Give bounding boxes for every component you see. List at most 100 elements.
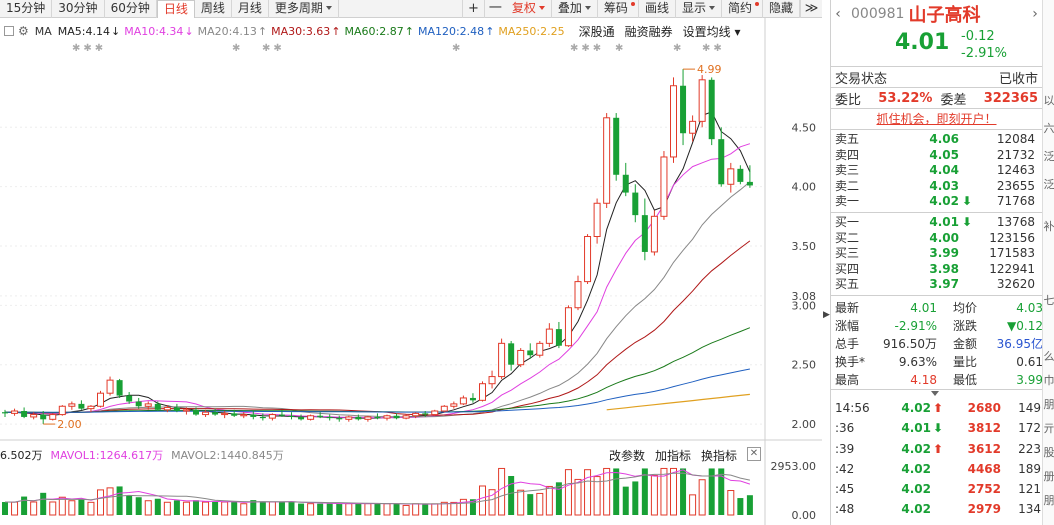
tick-row: :48 4.02 2979 134	[831, 499, 1042, 519]
volume-bar	[650, 475, 658, 516]
candle-body	[498, 342, 506, 378]
event-marker[interactable]: ✱✱	[262, 43, 285, 54]
event-marker[interactable]: ✱	[615, 43, 627, 54]
volume-bar	[78, 498, 85, 515]
event-marker[interactable]: ✱	[232, 43, 244, 54]
volume-bar	[182, 501, 190, 516]
mavol1-label: MAVOL1:1264.617万	[50, 449, 164, 462]
tick-row: :45 4.02 2752 121	[831, 479, 1042, 499]
close-icon[interactable]: ✕	[747, 446, 761, 461]
simple-mode-button[interactable]: 简约	[722, 0, 763, 18]
candle-body	[670, 85, 677, 158]
period-60min[interactable]: 60分钟	[105, 0, 157, 18]
volume-bar	[479, 485, 486, 516]
candle-body	[106, 379, 114, 394]
prev-stock-icon[interactable]: ‹	[835, 6, 841, 22]
bid-row[interactable]: 买一 4.01 ⬇ 13768	[831, 215, 1042, 231]
ask-row[interactable]: 卖四 4.05 21732	[831, 148, 1042, 164]
hide-button[interactable]: 隐藏	[763, 0, 800, 18]
ob-qty: 171583	[989, 246, 1035, 261]
period-15min[interactable]: 15分钟	[0, 0, 53, 18]
candle-body	[288, 415, 295, 417]
event-marker[interactable]: ✱✱	[702, 43, 725, 54]
tick-count: 172	[1018, 421, 1041, 436]
stat-label: 换手*	[835, 354, 866, 369]
volume-bar	[240, 503, 248, 516]
switch-indicator-button[interactable]: 换指标	[700, 448, 737, 463]
gear-icon[interactable]: ⚙	[18, 24, 29, 38]
tick-count: 223	[1018, 441, 1041, 456]
period-weekly[interactable]: 周线	[195, 0, 232, 18]
candle-body	[680, 85, 687, 134]
wei-bi-value: 53.22%	[878, 90, 933, 106]
low-marker-label: 2.00	[57, 418, 81, 431]
collapse-panel-icon[interactable]: ▶	[823, 310, 830, 320]
stat-row: 涨幅 -2.91% 涨跌 ▼0.12	[831, 317, 1043, 335]
volume-bar	[632, 481, 639, 515]
candle-body	[555, 329, 562, 346]
set-ma-label: 设置均线	[682, 24, 731, 39]
period-daily[interactable]: 日线	[156, 0, 195, 18]
volume-bar	[144, 500, 152, 516]
stat-row: 最高 4.18 最低 3.99	[831, 371, 1043, 389]
tick-list: 14:56 4.02 ⬆ 2680 149:36 4.01 ⬇ 3812 172:39 4.02 ⬆…	[831, 398, 1042, 520]
bid-row[interactable]: 买四 3.98 122941	[831, 262, 1042, 278]
ob-qty: 23655	[996, 178, 1035, 193]
volume-bar	[412, 503, 420, 516]
tick-expand-icon[interactable]	[831, 390, 1042, 398]
ob-price: 3.97	[929, 277, 959, 292]
stat-row: 最新 4.01 均价 4.03	[831, 299, 1043, 317]
edit-params-button[interactable]: 改参数	[608, 448, 645, 463]
volume-tick-label: 0.00	[792, 509, 817, 522]
overlay-dropdown[interactable]: 叠加	[552, 0, 598, 18]
ask-row[interactable]: 卖三 4.04 12463	[831, 163, 1042, 179]
event-markers-left[interactable]: ✱✱✱	[72, 43, 107, 54]
side-tab-strip[interactable]: 以六泛泛补七么巾朋亓股册朋	[1042, 0, 1054, 525]
ob-label: 买三	[835, 246, 860, 261]
tick-price: 4.02	[901, 461, 931, 476]
stat-value-text: 36.95亿	[996, 336, 1043, 351]
ad-text: 抓住机会，即刻开户！	[876, 112, 997, 126]
candle-body	[30, 414, 38, 418]
bid-row[interactable]: 买二 4.00 123156	[831, 231, 1042, 247]
bid-row[interactable]: 买三 3.99 171583	[831, 246, 1042, 262]
margin-trading-button[interactable]: 融资融券	[624, 24, 673, 39]
chips-button[interactable]: 筹码	[598, 0, 639, 18]
ask-row[interactable]: 卖二 4.03 23655	[831, 179, 1042, 195]
period-30min[interactable]: 30分钟	[52, 0, 105, 18]
event-marker[interactable]: ✱	[452, 43, 464, 54]
stat-value-text: 3.99	[1016, 372, 1043, 387]
bid-row[interactable]: 买五 3.97 32620	[831, 277, 1042, 293]
candle-body	[422, 413, 429, 415]
display-dropdown[interactable]: 显示	[676, 0, 722, 18]
zoom-out-button[interactable]: 一	[483, 0, 506, 18]
period-more-dropdown[interactable]: 更多周期	[269, 0, 339, 18]
ask-row[interactable]: 卖五 4.06 12084	[831, 132, 1042, 148]
add-indicator-button[interactable]: 加指标	[654, 448, 691, 463]
zoom-in-button[interactable]: +	[461, 0, 484, 18]
tick-volume: 4468	[967, 461, 1001, 476]
more-tools-button[interactable]: ≫	[800, 0, 822, 18]
event-marker[interactable]: ✱	[673, 43, 685, 54]
ob-price: 4.06	[929, 132, 959, 146]
ma-checkbox[interactable]	[4, 26, 14, 36]
candle-body	[21, 411, 28, 417]
price-tick-label: 4.50	[792, 121, 817, 134]
set-ma-dropdown[interactable]: 设置均线 ▾	[682, 24, 741, 39]
shen-gu-tong-button[interactable]: 深股通	[578, 24, 615, 39]
ma-trend-arrow: ↑	[331, 24, 341, 38]
candle-body	[268, 414, 276, 419]
tick-row: :36 4.01 ⬇ 3812 172	[831, 418, 1042, 438]
tick-time: 14:56	[835, 400, 870, 415]
volume-bar	[459, 498, 467, 516]
open-account-ad[interactable]: 抓住机会，即刻开户！	[831, 109, 1042, 129]
next-stock-icon[interactable]: ›	[1032, 6, 1038, 22]
kline-chart[interactable]: 4.50 4.00 3.50 3.083.00 2.50 2.00 4.99 2.00	[0, 0, 822, 445]
event-markers-right[interactable]: ✱✱✱	[570, 43, 605, 54]
volume-bar	[259, 501, 266, 515]
volume-bar	[21, 496, 28, 515]
candle-body	[459, 397, 467, 405]
ask-row[interactable]: 卖一 4.02 ⬇ 71768	[831, 194, 1042, 210]
ob-price: 3.99	[929, 246, 959, 261]
volume-bar	[116, 486, 123, 515]
